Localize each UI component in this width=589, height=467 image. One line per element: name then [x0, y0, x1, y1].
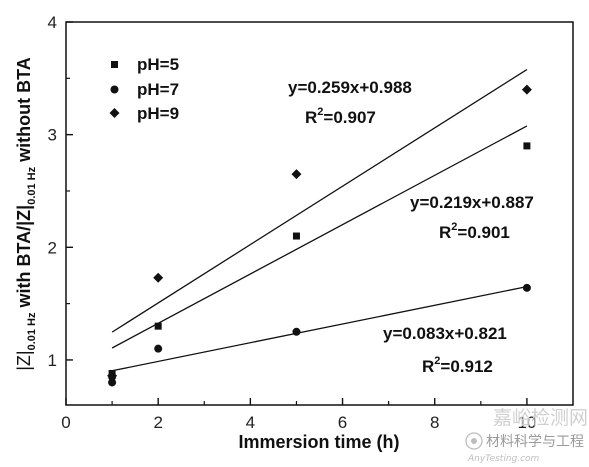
fit-line-ph5 [111, 125, 528, 349]
fit-annotations: y=0.259x+0.988 R2=0.907 y=0.219x+0.887 R… [288, 78, 534, 376]
data-point-diamond [107, 370, 118, 381]
watermark: 嘉峪检测网 材料科学与工程 AnyTesting.com [465, 407, 588, 464]
legend-label-ph9: pH=9 [137, 104, 179, 123]
y-tick-label: 3 [48, 126, 57, 145]
data-point-diamond [521, 84, 532, 95]
x-tick-label: 8 [430, 413, 439, 432]
legend-marker-circle [110, 85, 119, 94]
x-tick-label: 0 [61, 413, 70, 432]
data-point-circle [154, 344, 163, 353]
x-tick-label: 6 [338, 413, 347, 432]
watermark-site-name: 嘉峪检测网 [493, 407, 588, 429]
x-tick-label: 2 [153, 413, 162, 432]
y-tick-label: 4 [48, 13, 57, 32]
legend: pH=5 pH=7 pH=9 [109, 55, 179, 123]
r2-ph7: R2=0.912 [422, 355, 493, 376]
watermark-account-name: 材料科学与工程 [486, 434, 584, 450]
data-points [107, 84, 532, 387]
y-tick-label: 2 [48, 238, 57, 257]
data-point-square [523, 142, 531, 150]
equation-ph9: y=0.259x+0.988 [288, 78, 412, 97]
fit-line-ph7 [111, 285, 528, 372]
legend-label-ph5: pH=5 [137, 55, 179, 74]
r2-ph9: R2=0.907 [305, 106, 376, 127]
data-point-diamond [291, 169, 302, 180]
data-point-diamond [153, 272, 164, 283]
watermark-logo-icon [465, 432, 483, 450]
legend-marker-square [111, 61, 118, 68]
x-axis-title: Immersion time (h) [238, 432, 399, 452]
fit-lines [111, 68, 528, 372]
y-axis-title: |Z|0.01 Hz with BTA/|Z|0.01 Hz without B… [14, 57, 38, 371]
data-point-circle [522, 283, 531, 292]
watermark-domain: AnyTesting.com [467, 454, 540, 464]
y-tick-label: 1 [48, 351, 57, 370]
x-tick-label: 4 [246, 413, 255, 432]
watermark-logo-dot [471, 438, 477, 444]
fit-line-ph9 [111, 68, 528, 333]
data-point-square [154, 322, 162, 330]
legend-label-ph7: pH=7 [137, 80, 179, 99]
x-tick-label: 10 [517, 413, 536, 432]
equation-ph7: y=0.083x+0.821 [383, 324, 507, 343]
data-point-square [292, 232, 300, 240]
data-point-circle [108, 378, 117, 387]
equation-ph5: y=0.219x+0.887 [410, 193, 534, 212]
r2-ph5: R2=0.901 [439, 221, 510, 242]
legend-marker-diamond [109, 108, 120, 118]
plot-frame [65, 21, 574, 406]
data-point-circle [292, 327, 301, 336]
